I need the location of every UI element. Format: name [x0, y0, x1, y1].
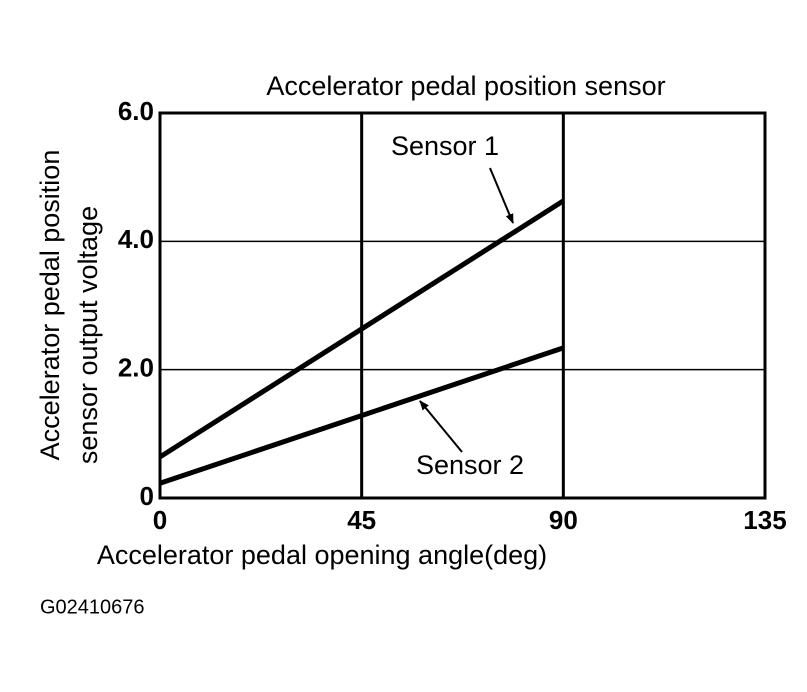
y-tick-label: 4.0 — [118, 224, 154, 254]
y-axis-label: Accelerator pedal position — [35, 150, 65, 461]
y-tick-label: 0 — [140, 481, 154, 511]
series-line — [159, 345, 565, 486]
y-axis-label: sensor output voltage — [73, 206, 103, 464]
series-annotation: Sensor 2 — [416, 450, 524, 480]
annotation-arrow — [489, 167, 514, 224]
x-tick-label: 45 — [347, 505, 376, 535]
x-tick-label: 90 — [549, 505, 578, 535]
chart-title: Accelerator pedal position sensor — [266, 71, 665, 101]
x-tick-label: 135 — [743, 505, 786, 535]
series-line — [158, 198, 565, 460]
x-tick-label: 0 — [153, 505, 167, 535]
annotation-arrow — [419, 400, 463, 453]
series-annotation: Sensor 1 — [391, 131, 499, 161]
plot-frame — [158, 111, 767, 500]
figure-id: G02410676 — [40, 596, 145, 618]
x-axis-label: Accelerator pedal opening angle(deg) — [97, 540, 547, 570]
y-tick-label: 6.0 — [118, 96, 154, 126]
y-tick-label: 2.0 — [118, 353, 154, 383]
